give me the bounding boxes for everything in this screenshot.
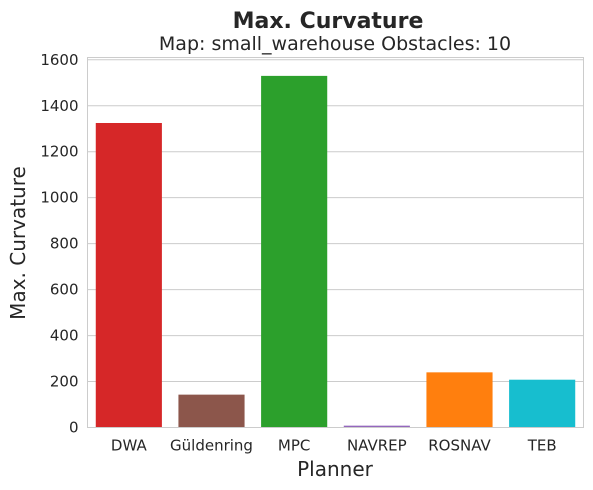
bar-dwa <box>95 122 162 428</box>
grid-lines <box>87 59 584 428</box>
x-tick-label: TEB <box>527 437 557 455</box>
x-axis-label: Planner <box>297 457 374 481</box>
y-tick-label: 1600 <box>40 51 78 69</box>
x-tick-label: DWA <box>111 437 148 455</box>
chart-title: Max. Curvature <box>233 9 424 34</box>
y-tick-labels: 0 200 400 600 800 1000 1200 1400 1600 <box>40 51 78 437</box>
bar-g-ldenring <box>178 394 245 428</box>
x-tick-label: MPC <box>278 437 310 455</box>
y-tick-label: 1200 <box>40 143 78 161</box>
bar-rosnav <box>426 372 493 428</box>
bars <box>95 75 576 428</box>
bar-navrep <box>343 425 410 428</box>
y-axis-label: Max. Curvature <box>6 166 30 320</box>
y-tick-label: 800 <box>50 235 79 253</box>
y-tick-label: 600 <box>50 281 79 299</box>
y-tick-label: 1400 <box>40 97 78 115</box>
plot-frame <box>87 57 584 428</box>
x-tick-label: NAVREP <box>347 437 407 455</box>
x-tick-label: ROSNAV <box>428 437 491 455</box>
x-tick-labels: DWA Güldenring MPC NAVREP ROSNAV TEB <box>111 437 557 455</box>
y-tick-label: 200 <box>50 373 79 391</box>
x-tick-label: Güldenring <box>170 437 253 455</box>
chart-subtitle: Map: small_warehouse Obstacles: 10 <box>159 33 511 55</box>
bar-mpc <box>261 75 328 428</box>
y-tick-label: 400 <box>50 327 79 345</box>
y-tick-label: 0 <box>69 419 79 437</box>
bar-teb <box>509 379 576 428</box>
y-tick-label: 1000 <box>40 189 78 207</box>
